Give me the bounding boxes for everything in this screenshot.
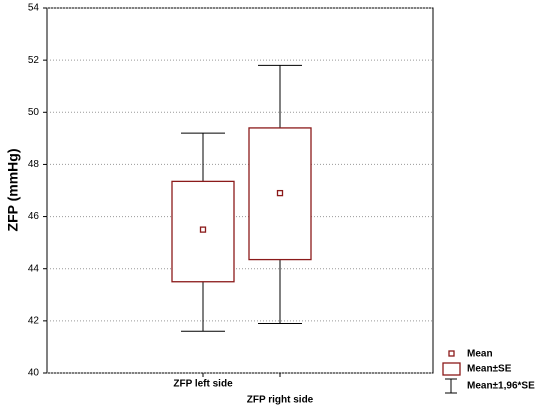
y-axis-label: ZFP (mmHg) <box>5 149 21 232</box>
y-tick-label: 42 <box>28 315 40 326</box>
legend-mean-icon <box>448 350 455 357</box>
x-tick-label: ZFP left side <box>173 379 233 390</box>
y-tick-label: 52 <box>28 55 40 66</box>
y-tick-label: 44 <box>28 263 40 274</box>
legend-se-icon <box>442 362 461 376</box>
y-tick-label: 40 <box>28 368 40 379</box>
y-tick-label: 46 <box>28 211 40 222</box>
legend-label: Mean <box>467 349 493 360</box>
y-tick-label: 54 <box>28 3 40 14</box>
y-tick-label: 50 <box>28 107 40 118</box>
plot-frame <box>46 7 434 374</box>
mean-marker <box>276 189 284 197</box>
legend-label: Mean±1,96*SE <box>467 381 535 392</box>
x-tick-label: ZFP right side <box>247 395 314 406</box>
mean-marker <box>199 226 207 233</box>
y-tick-label: 48 <box>28 159 40 170</box>
legend-label: Mean±SE <box>467 364 512 375</box>
